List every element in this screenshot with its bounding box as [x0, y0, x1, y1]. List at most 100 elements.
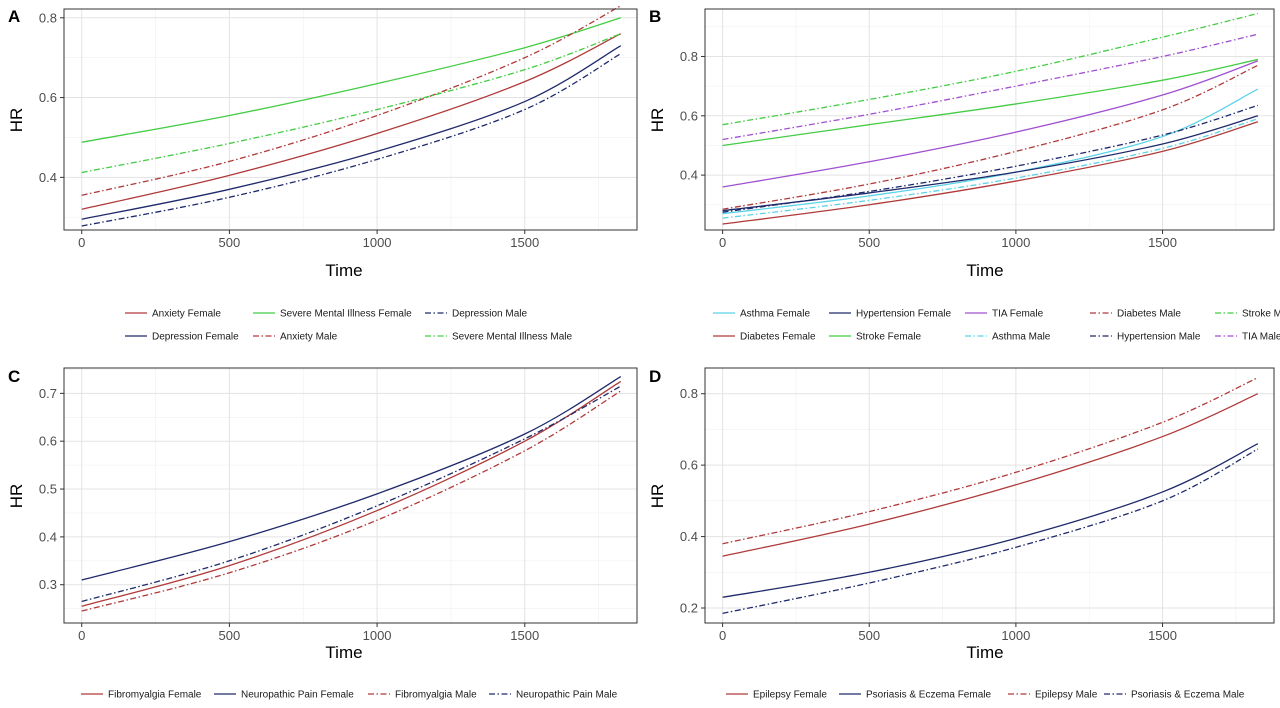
- series-line-epilepsy-male: [722, 377, 1259, 545]
- series-line-neuropathic-pain-male: [81, 385, 622, 603]
- legend-label-hypertension-female: Hypertension Female: [856, 309, 951, 320]
- y-axis-title: HR: [7, 108, 26, 133]
- legend-label-fibromyalgia-female: Fibromyalgia Female: [108, 690, 202, 701]
- x-tick-label: 500: [219, 235, 241, 250]
- panel-border: [704, 367, 1275, 624]
- panel-b: 0 500 1000 1500 0.4 0.6 0.8 B Time HR Asthma Femal…: [648, 7, 1280, 343]
- legend-label-psoriasis-and-eczema-male: Psoriasis & Eczema Male: [1131, 690, 1245, 701]
- x-tick-label: 0: [78, 235, 85, 250]
- legend-label-anxiety-female: Anxiety Female: [152, 309, 221, 320]
- x-tick-label: 0: [78, 628, 85, 643]
- y-tick-label: 0.6: [39, 434, 57, 449]
- y-tick-label: 0.6: [680, 458, 698, 473]
- y-tick-label: 0.2: [680, 601, 698, 616]
- y-tick-label: 0.7: [39, 386, 57, 401]
- series-line-tia-male: [722, 33, 1259, 141]
- series-line-tia-female: [722, 60, 1259, 188]
- legend-label-depression-female: Depression Female: [152, 332, 239, 343]
- y-axis-title: HR: [7, 484, 26, 509]
- y-tick-label: 0.8: [680, 386, 698, 401]
- series-line-stroke-male: [722, 12, 1259, 126]
- series-line-diabetes-female: [722, 121, 1259, 225]
- x-axis-title: Time: [325, 643, 362, 662]
- x-tick-label: 500: [858, 628, 880, 643]
- series-line-severe-mental-illness-female: [81, 17, 621, 143]
- legend-label-epilepsy-female: Epilepsy Female: [753, 690, 827, 701]
- legend-label-stroke-male: Stroke Male: [1242, 309, 1280, 320]
- panel-d: 0 500 1000 1500 0.2 0.4 0.6 0.8 D Time HR Epilepsy …: [648, 367, 1275, 701]
- panel-border: [63, 8, 638, 231]
- panel-letter: D: [649, 367, 661, 386]
- plot-area: [64, 9, 637, 230]
- y-tick-label: 0.8: [680, 49, 698, 64]
- series-line-psoriasis-and-eczema-female: [722, 443, 1259, 598]
- legend-label-asthma-female: Asthma Female: [740, 309, 810, 320]
- legend: Epilepsy Female Psoriasis & Eczema Female…: [726, 690, 1245, 701]
- series-line-anxiety-male: [81, 5, 622, 196]
- x-tick-label: 1000: [1001, 235, 1030, 250]
- series-line-epilepsy-female: [722, 393, 1259, 557]
- y-tick-label: 0.6: [680, 108, 698, 123]
- x-tick-label: 1000: [1001, 628, 1030, 643]
- x-tick-label: 0: [719, 628, 726, 643]
- y-axis-title: HR: [648, 108, 667, 133]
- x-tick-label: 1000: [363, 628, 392, 643]
- x-tick-label: 1500: [1148, 235, 1177, 250]
- x-tick-label: 500: [219, 628, 241, 643]
- series-line-fibromyalgia-female: [81, 380, 622, 607]
- legend-label-stroke-female: Stroke Female: [856, 332, 921, 343]
- panel-letter: C: [8, 367, 20, 386]
- legend-label-asthma-male: Asthma Male: [992, 332, 1051, 343]
- legend-label-neuropathic-pain-male: Neuropathic Pain Male: [516, 690, 618, 701]
- series-line-anxiety-female: [81, 33, 622, 210]
- series-line-asthma-male: [722, 118, 1259, 219]
- y-tick-label: 0.4: [39, 170, 57, 185]
- y-tick-label: 0.4: [39, 529, 57, 544]
- legend-label-neuropathic-pain-female: Neuropathic Pain Female: [241, 690, 354, 701]
- series-line-diabetes-male: [722, 64, 1259, 210]
- panel-border: [704, 8, 1275, 231]
- legend: Fibromyalgia Female Neuropathic Pain Fema…: [81, 690, 618, 701]
- legend-label-depression-male: Depression Male: [452, 309, 527, 320]
- series-line-stroke-female: [722, 58, 1259, 147]
- legend-label-anxiety-male: Anxiety Male: [280, 332, 338, 343]
- legend: Asthma Female Diabetes Female Hypertension…: [713, 309, 1280, 343]
- y-axis-title: HR: [648, 484, 667, 509]
- legend-label-fibromyalgia-male: Fibromyalgia Male: [395, 690, 477, 701]
- x-tick-label: 1000: [363, 235, 392, 250]
- x-tick-label: 1500: [510, 628, 539, 643]
- x-tick-label: 1500: [1148, 628, 1177, 643]
- y-tick-label: 0.6: [39, 90, 57, 105]
- legend-label-tia-male: TIA Male: [1242, 332, 1280, 343]
- legend: Anxiety Female Depression Female Severe Me…: [125, 309, 572, 343]
- series-line-psoriasis-and-eczema-male: [722, 448, 1259, 614]
- x-axis-title: Time: [966, 643, 1003, 662]
- series-line-hypertension-male: [722, 104, 1259, 213]
- series-line-depression-male: [81, 53, 622, 227]
- legend-label-diabetes-male: Diabetes Male: [1117, 309, 1181, 320]
- legend-label-tia-female: TIA Female: [992, 309, 1044, 320]
- y-tick-label: 0.8: [39, 10, 57, 25]
- x-tick-label: 0: [719, 235, 726, 250]
- legend-label-diabetes-female: Diabetes Female: [740, 332, 816, 343]
- series-line-neuropathic-pain-female: [81, 376, 622, 581]
- y-tick-label: 0.4: [680, 168, 698, 183]
- x-tick-label: 500: [858, 235, 880, 250]
- legend-label-severe-mental-illness-male: Severe Mental Illness Male: [452, 332, 572, 343]
- legend-label-severe-mental-illness-female: Severe Mental Illness Female: [280, 309, 412, 320]
- series-line-severe-mental-illness-male: [81, 33, 621, 174]
- legend-label-epilepsy-male: Epilepsy Male: [1035, 690, 1098, 701]
- legend-label-hypertension-male: Hypertension Male: [1117, 332, 1201, 343]
- panel-c: 0 500 1000 1500 0.3 0.4 0.5 0.6 0.7 C Time HR Fibrom…: [7, 367, 638, 701]
- x-tick-label: 1500: [510, 235, 539, 250]
- panel-letter: B: [649, 7, 661, 26]
- panel-border: [63, 367, 638, 624]
- series-line-fibromyalgia-male: [81, 390, 622, 612]
- series-line-depression-female: [81, 45, 622, 220]
- plot-area: [705, 368, 1274, 623]
- y-tick-label: 0.3: [39, 577, 57, 592]
- legend-label-psoriasis-and-eczema-female: Psoriasis & Eczema Female: [866, 690, 991, 701]
- panel-letter: A: [8, 7, 20, 26]
- x-axis-title: Time: [325, 261, 362, 280]
